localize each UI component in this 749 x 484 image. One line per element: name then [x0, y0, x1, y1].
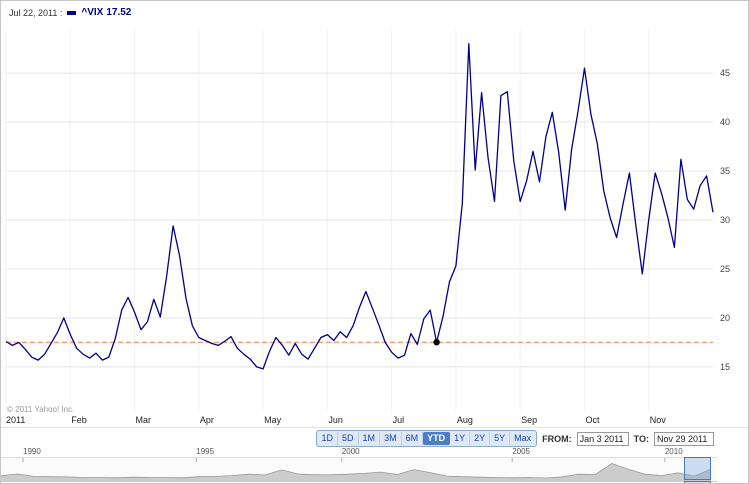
- range-button-5y[interactable]: 5Y: [490, 432, 511, 445]
- y-axis-label: 30: [720, 215, 730, 225]
- range-button-1y[interactable]: 1Y: [450, 432, 471, 445]
- y-axis-label: 20: [720, 313, 730, 323]
- x-axis-label: Apr: [200, 415, 214, 425]
- x-axis-label: 2011: [6, 415, 25, 425]
- y-axis-label: 45: [720, 68, 730, 78]
- x-axis-label: Feb: [71, 415, 87, 425]
- selected-point-marker[interactable]: [433, 339, 440, 346]
- x-axis-label: Jul: [393, 415, 405, 425]
- copyright: © 2011 Yahoo! Inc.: [7, 405, 75, 414]
- x-axis-label: Nov: [650, 415, 667, 425]
- y-axis-label: 35: [720, 166, 730, 176]
- navigator-year-label: 2005: [512, 447, 530, 456]
- y-axis-label: 40: [720, 117, 730, 127]
- navigator-year-label: 2010: [664, 447, 683, 456]
- range-button-3m[interactable]: 3M: [380, 432, 402, 445]
- range-button-ytd[interactable]: YTD: [423, 432, 451, 445]
- x-axis-label: Aug: [457, 415, 473, 425]
- history-navigator[interactable]: 1990 1995 2000 2005 2010: [1, 447, 717, 483]
- series-legend-swatch: [67, 10, 77, 15]
- series-last-value: 17.52: [106, 7, 132, 18]
- x-axis-label: Jun: [328, 415, 343, 425]
- x-axis-label: Mar: [136, 415, 152, 425]
- navigator-year-label: 1990: [23, 447, 41, 456]
- range-button-1d[interactable]: 1D: [318, 432, 339, 445]
- range-button-5d[interactable]: 5D: [338, 432, 359, 445]
- range-button-2y[interactable]: 2Y: [470, 432, 491, 445]
- hover-date-label: Jul 22, 2011 :: [9, 7, 63, 18]
- x-axis-label: Oct: [585, 415, 600, 425]
- from-date-input[interactable]: [576, 431, 629, 446]
- vix-price-line: [5, 43, 714, 370]
- series-symbol: ^VIX: [81, 7, 104, 18]
- series-legend: ^VIX 17.52: [81, 7, 134, 18]
- range-button-1m[interactable]: 1M: [359, 432, 381, 445]
- to-date-input[interactable]: [654, 431, 714, 446]
- navigator-line: [1, 462, 712, 479]
- chart-header: Jul 22, 2011 : ^VIX 17.52: [9, 7, 134, 18]
- x-axis-label: Sep: [521, 415, 537, 425]
- from-label: FROM:: [542, 433, 572, 444]
- range-button-max[interactable]: Max: [514, 433, 532, 443]
- toolbar-divider: [1, 427, 748, 428]
- to-label: TO:: [633, 433, 649, 444]
- y-axis-label: 25: [720, 264, 730, 274]
- navigator-chart[interactable]: [1, 457, 717, 482]
- navigator-year-label: 1995: [196, 447, 215, 456]
- range-buttons: 1D 5D 1M 3M 6M YTD 1Y 2Y 5Y Max: [315, 430, 538, 447]
- navigator-selection-handle[interactable]: [684, 481, 711, 483]
- navigator-year-label: 2000: [341, 447, 360, 456]
- range-button-6m[interactable]: 6M: [402, 432, 424, 445]
- navigator-area: [1, 463, 711, 481]
- navigator-selection[interactable]: [684, 457, 711, 480]
- x-axis-label: May: [264, 415, 282, 425]
- y-axis-label: 15: [720, 362, 730, 372]
- main-chart[interactable]: 2011 Feb Mar Apr May Jun Jul Aug Sep Oct Nov 15 20 25…: [1, 25, 749, 427]
- navigator-year-labels: 1990 1995 2000 2005 2010: [1, 447, 717, 457]
